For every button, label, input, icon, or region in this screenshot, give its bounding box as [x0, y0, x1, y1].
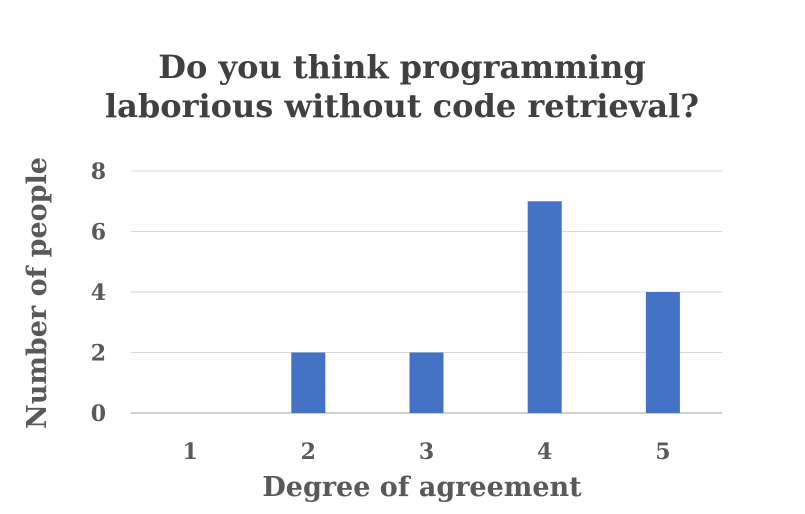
y-tick-label: 2	[91, 341, 106, 367]
x-tick-label: 4	[537, 439, 552, 465]
x-axis-label: Degree of agreement	[262, 472, 582, 503]
x-tick-label: 1	[182, 439, 197, 465]
y-tick-label: 6	[91, 220, 106, 246]
bar	[409, 352, 444, 413]
chart-title-line-2: laborious without code retrieval?	[105, 87, 699, 125]
x-tick-label: 5	[655, 439, 670, 465]
x-tick-labels: 1 2 3 4 5	[182, 439, 670, 465]
bar	[645, 292, 680, 413]
y-tick-label: 4	[91, 280, 106, 306]
x-tick-label: 3	[419, 439, 434, 465]
chart-title-line-1: Do you think programming	[158, 48, 645, 86]
bar	[291, 352, 326, 413]
y-tick-labels: 0 2 4 6 8	[91, 159, 106, 427]
bar	[527, 201, 562, 413]
chart-title: Do you think programming laborious witho…	[105, 48, 699, 125]
bars	[291, 201, 680, 413]
y-tick-label: 0	[91, 401, 106, 427]
y-tick-label: 8	[91, 159, 106, 185]
x-tick-label: 2	[301, 439, 316, 465]
y-axis-label: Number of people	[22, 157, 53, 429]
